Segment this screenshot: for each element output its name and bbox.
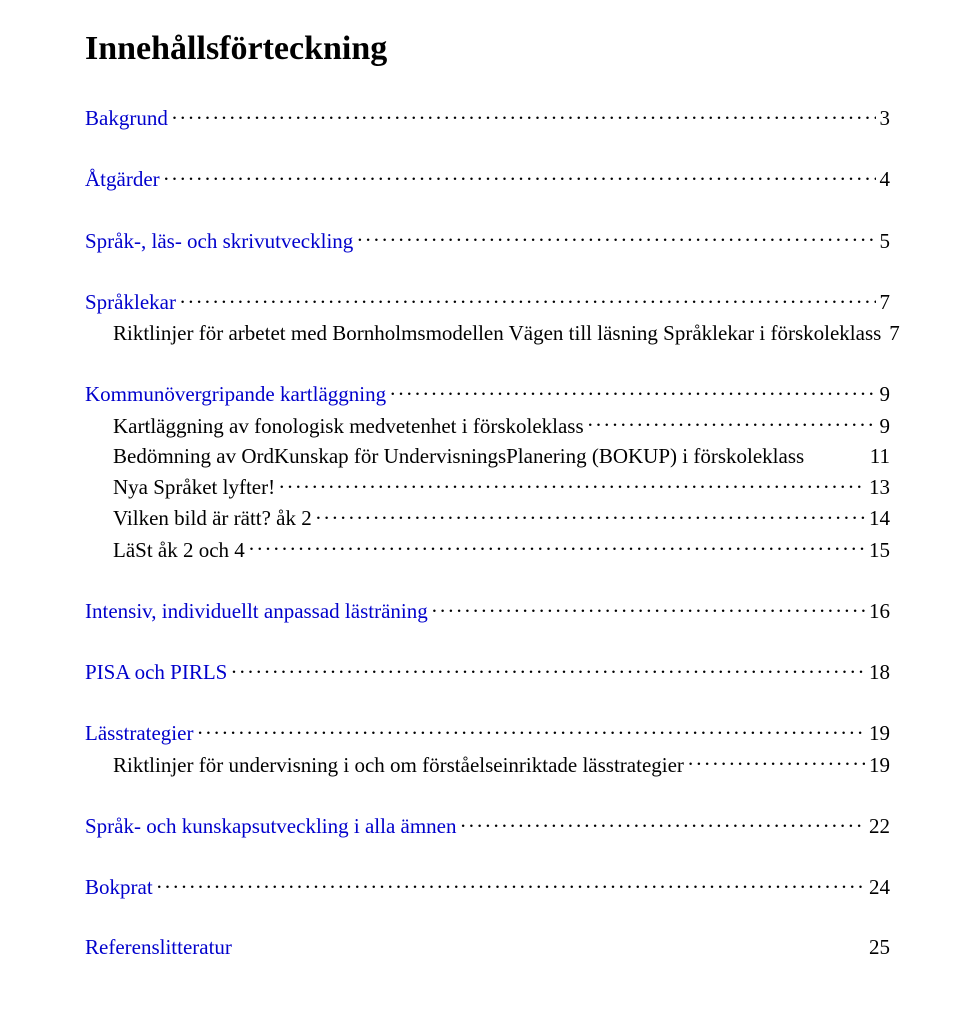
toc-entry[interactable]: Språk- och kunskapsutveckling i alla ämn…	[85, 812, 890, 839]
toc-entry[interactable]: Språk-, läs- och skrivutveckling 5	[85, 227, 890, 254]
toc-entry-label: Lässtrategier	[85, 720, 193, 746]
toc-entry-label: Kommunövergripande kartläggning	[85, 381, 386, 407]
toc-entry-label: Bakgrund	[85, 105, 168, 131]
toc-entry[interactable]: Nya Språket lyfter! 13	[85, 473, 890, 500]
toc-entry-label: Språk-, läs- och skrivutveckling	[85, 228, 353, 254]
toc-entry-page: 7	[880, 289, 891, 315]
toc-entry-label: Referenslitteratur	[85, 934, 232, 960]
toc-entry[interactable]: LäSt åk 2 och 4 15	[85, 536, 890, 563]
toc-entry-label: Nya Språket lyfter!	[113, 474, 275, 500]
toc-leader-dots	[157, 873, 865, 894]
toc-entry-page: 25	[869, 934, 890, 960]
toc-entry[interactable]: Bakgrund 3	[85, 104, 890, 131]
toc-entry[interactable]: Referenslitteratur 25	[85, 934, 890, 960]
table-of-contents: Bakgrund 3 Åtgärder 4 Språk-, läs- och skriv…	[85, 104, 890, 961]
toc-entry-page: 13	[869, 474, 890, 500]
toc-entry-page: 5	[880, 228, 891, 254]
toc-leader-dots	[197, 719, 865, 740]
toc-entry[interactable]: Kommunövergripande kartläggning 9	[85, 380, 890, 407]
page-title: Innehållsförteckning	[85, 30, 890, 68]
toc-entry[interactable]: Bokprat 24	[85, 873, 890, 900]
toc-entry-page: 3	[880, 105, 891, 131]
toc-entry[interactable]: PISA och PIRLS 18	[85, 658, 890, 685]
toc-entry-page: 19	[869, 752, 890, 778]
toc-entry-label: Intensiv, individuellt anpassad lästräni…	[85, 598, 428, 624]
toc-entry-page: 18	[869, 659, 890, 685]
toc-leader-dots	[390, 380, 875, 401]
toc-entry-page: 9	[880, 413, 891, 439]
toc-entry-page: 4	[880, 166, 891, 192]
toc-entry-page: 11	[870, 443, 890, 469]
toc-leader-dots	[316, 504, 865, 525]
toc-leader-dots	[461, 812, 866, 833]
toc-leader-dots	[279, 473, 865, 494]
toc-entry-label: Bokprat	[85, 874, 153, 900]
toc-entry-label: Riktlinjer för undervisning i och om för…	[113, 752, 684, 778]
toc-leader-dots	[357, 227, 875, 248]
toc-entry[interactable]: Bedömning av OrdKunskap för Undervisning…	[85, 443, 890, 469]
toc-entry[interactable]: Åtgärder 4	[85, 165, 890, 192]
toc-entry-page: 7	[889, 320, 900, 346]
toc-leader-dots	[164, 165, 876, 186]
toc-entry-page: 22	[869, 813, 890, 839]
toc-leader-dots	[180, 288, 876, 309]
toc-entry-page: 14	[869, 505, 890, 531]
toc-entry-label: PISA och PIRLS	[85, 659, 227, 685]
toc-entry-label: LäSt åk 2 och 4	[113, 537, 245, 563]
toc-entry-page: 15	[869, 537, 890, 563]
toc-entry-label: Kartläggning av fonologisk medvetenhet i…	[113, 413, 584, 439]
toc-entry[interactable]: Lässtrategier 19	[85, 719, 890, 746]
toc-entry-label: Språk- och kunskapsutveckling i alla ämn…	[85, 813, 457, 839]
toc-leader-dots	[432, 597, 865, 618]
toc-entry-page: 19	[869, 720, 890, 746]
toc-leader-dots	[172, 104, 876, 125]
toc-entry-page: 9	[880, 381, 891, 407]
toc-leader-dots	[231, 658, 865, 679]
toc-leader-dots	[249, 536, 865, 557]
toc-entry-label: Bedömning av OrdKunskap för Undervisning…	[113, 444, 804, 468]
toc-entry-page: 24	[869, 874, 890, 900]
toc-entry[interactable]: Riktlinjer för undervisning i och om för…	[85, 751, 890, 778]
toc-entry[interactable]: Kartläggning av fonologisk medvetenhet i…	[85, 412, 890, 439]
toc-entry[interactable]: Riktlinjer för arbetet med Bornholmsmode…	[85, 319, 890, 346]
toc-entry[interactable]: Språklekar 7	[85, 288, 890, 315]
toc-entry[interactable]: Intensiv, individuellt anpassad lästräni…	[85, 597, 890, 624]
toc-entry-label: Riktlinjer för arbetet med Bornholmsmode…	[113, 320, 881, 346]
toc-leader-dots	[588, 412, 876, 433]
toc-leader-dots	[688, 751, 865, 772]
toc-entry-label: Språklekar	[85, 289, 176, 315]
toc-entry-page: 16	[869, 598, 890, 624]
toc-entry[interactable]: Vilken bild är rätt? åk 2 14	[85, 504, 890, 531]
toc-entry-label: Åtgärder	[85, 166, 160, 192]
toc-entry-label: Vilken bild är rätt? åk 2	[113, 505, 312, 531]
